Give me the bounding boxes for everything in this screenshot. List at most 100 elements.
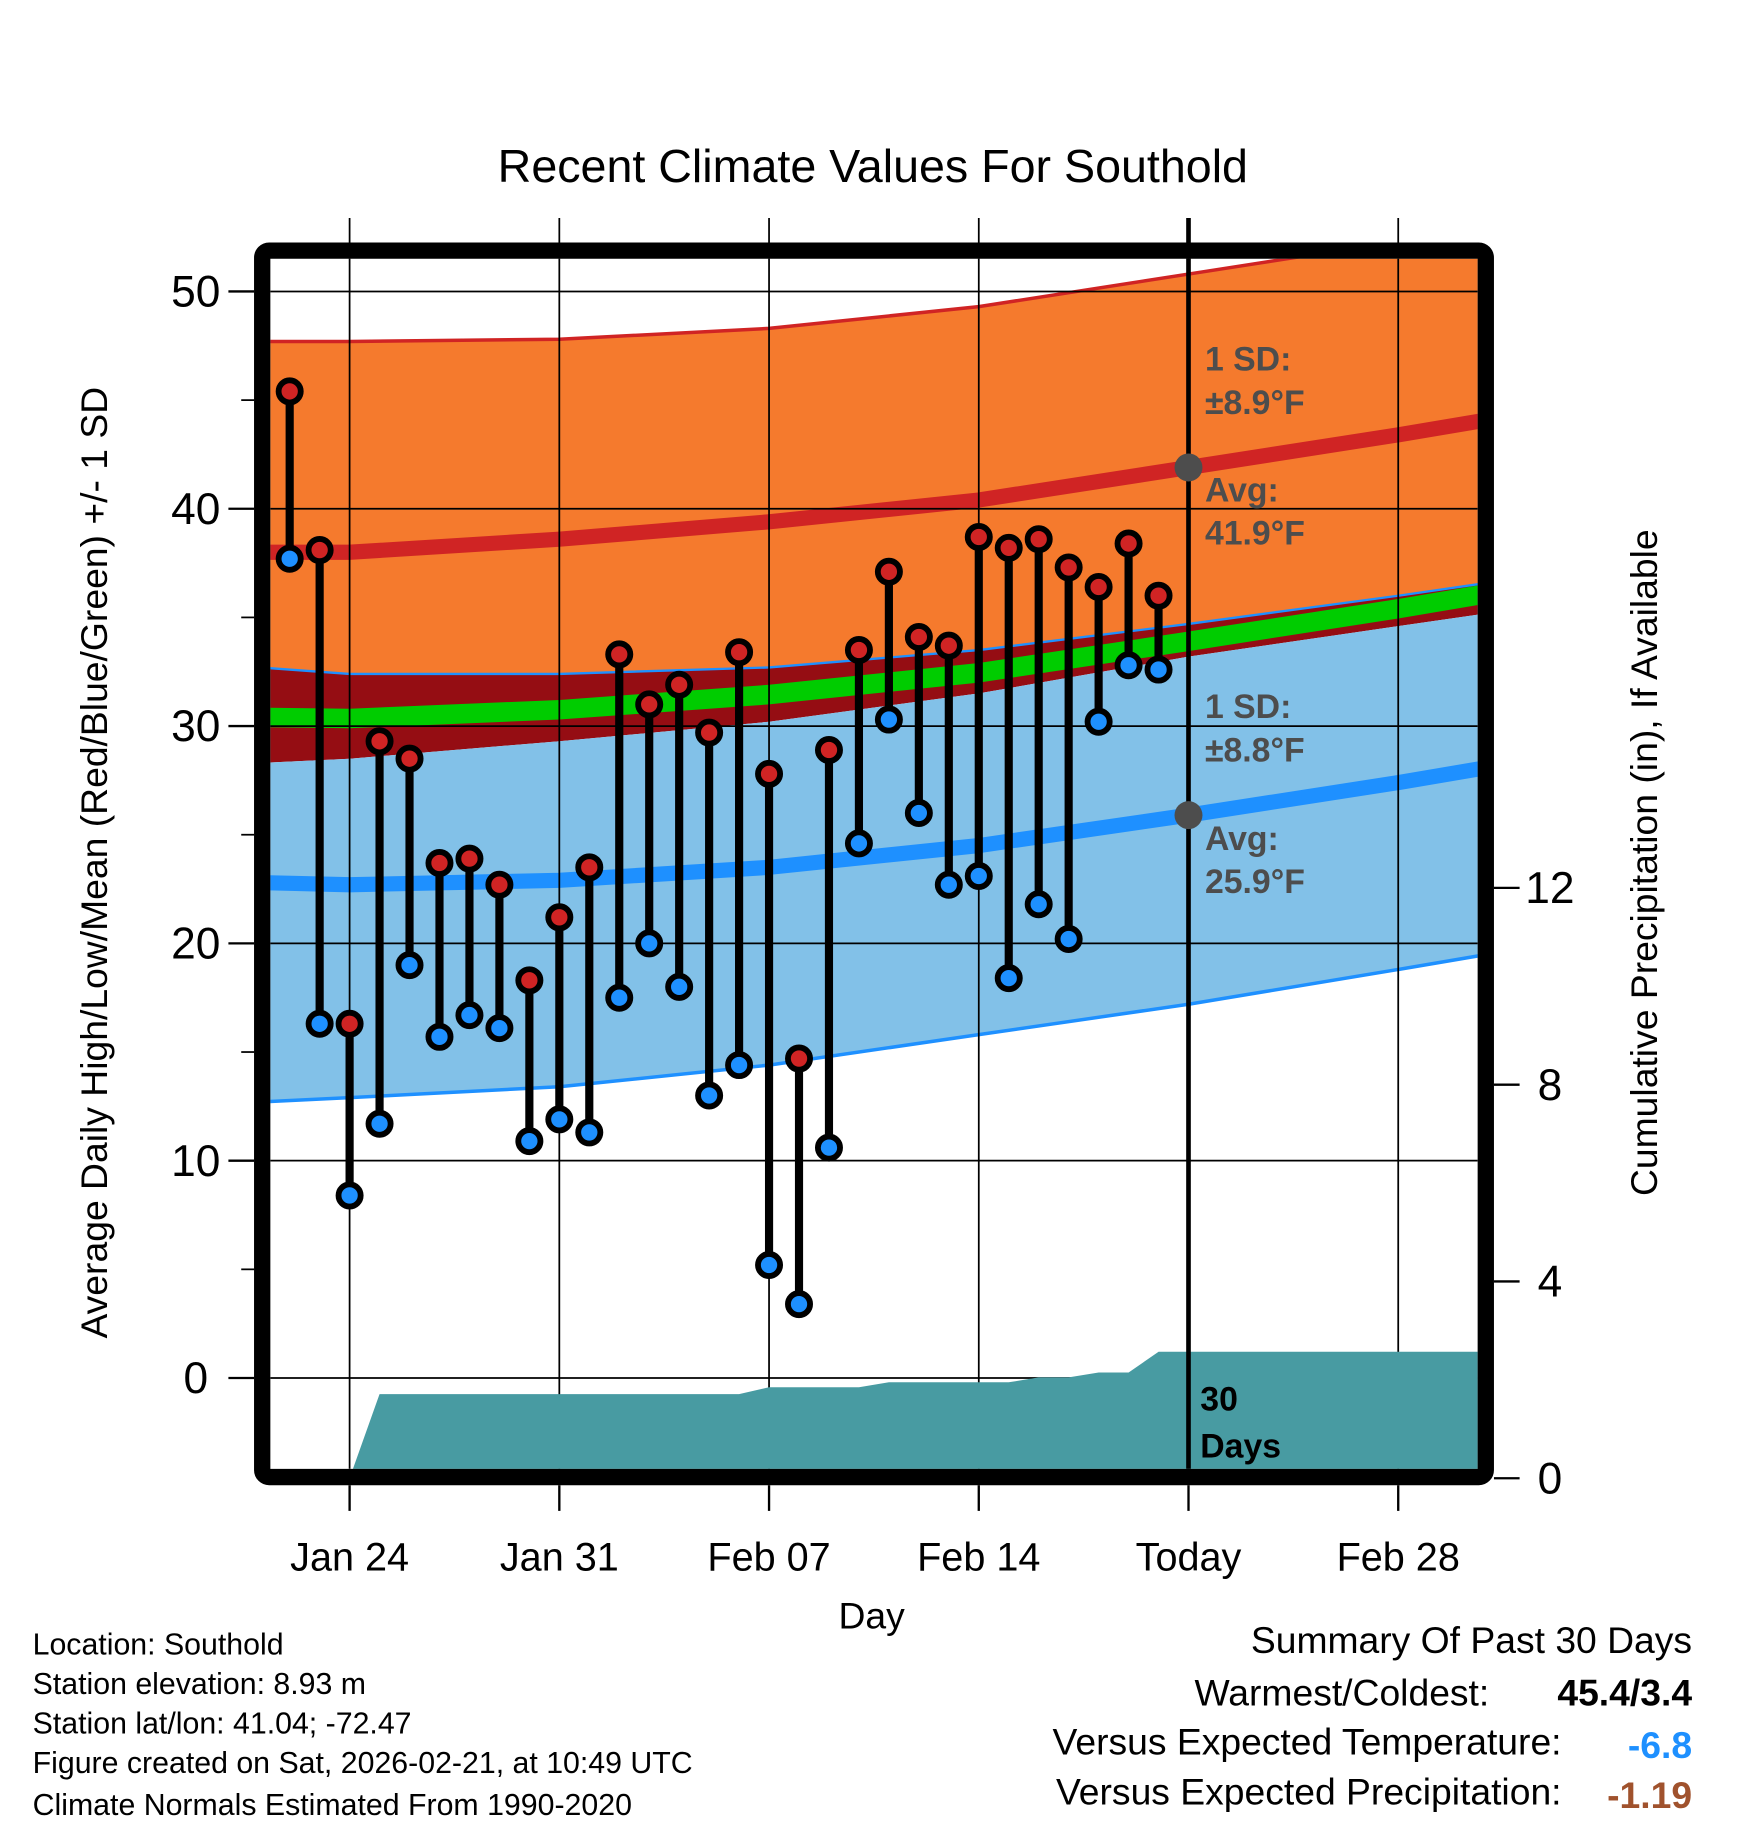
plot-area: [270, 258, 1478, 1469]
day-stem: [665, 670, 694, 1001]
low-dot: [425, 1022, 454, 1051]
low-dot: [275, 544, 304, 573]
y-tick-label: 0: [183, 1354, 208, 1403]
y2-tick-label: 4: [1538, 1258, 1563, 1307]
high-dot: [1114, 529, 1143, 558]
info-latlon: Station lat/lon: 41.04; -72.47: [33, 1708, 412, 1741]
day-stem: [425, 848, 454, 1051]
high-dot: [275, 377, 304, 406]
low-avg-line: [270, 761, 1478, 893]
info-elevation: Station elevation: 8.93 m: [33, 1668, 366, 1701]
low-sd-value: ±8.8°F: [1205, 731, 1305, 769]
low-dot: [515, 1127, 544, 1156]
high-dot: [575, 853, 604, 882]
mean-band: [270, 585, 1478, 729]
x-tick-label: Feb 07: [707, 1535, 830, 1579]
station-info: Location: Southold Station elevation: 8.…: [33, 1628, 693, 1822]
high-dot: [665, 670, 694, 699]
axes: 0 10 20 30 40 50 0 4 8 12 Jan 24 Jan 31 Feb 07 Feb 14…: [171, 268, 1574, 1580]
low-dot: [874, 705, 903, 734]
day-stem: [395, 744, 424, 980]
y-tick-label: 40: [171, 485, 220, 534]
low-dot: [844, 829, 873, 858]
high-sd-band: [270, 258, 1478, 674]
day-stem: [365, 727, 394, 1138]
annotations: 1 SD: ±8.9°F Avg: 41.9°F 1 SD: ±8.8°F Av…: [1200, 341, 1305, 1466]
high-dot: [725, 638, 754, 667]
high-dot: [455, 844, 484, 873]
high-avg-line: [270, 413, 1478, 560]
day-stem: [305, 536, 334, 1038]
summary: Summary Of Past 30 Days Warmest/Coldest:…: [1053, 1619, 1693, 1816]
day-stem: [575, 853, 604, 1147]
daily-stems: [275, 377, 1173, 1319]
day-stem: [964, 523, 993, 891]
low-dot: [725, 1051, 754, 1080]
low-dot: [755, 1251, 784, 1279]
x-axis-label: Day: [839, 1595, 906, 1637]
precip-area: [352, 1351, 1478, 1469]
day-stem: [844, 636, 873, 858]
y-tick-label: 30: [171, 702, 220, 751]
day-stem: [755, 759, 784, 1279]
low-dot: [695, 1081, 724, 1110]
low-dot: [1144, 655, 1173, 684]
low-avg-label: Avg:: [1205, 820, 1279, 858]
low-dot: [964, 862, 993, 891]
low-dot: [305, 1009, 334, 1038]
high-avg-label: Avg:: [1205, 471, 1279, 509]
high-dot: [1084, 573, 1113, 601]
info-normals: Climate Normals Estimated From 1990-2020: [33, 1789, 632, 1822]
day-stem: [1054, 553, 1083, 954]
precip-days-label: Days: [1200, 1427, 1281, 1465]
x-tick-label: Feb 28: [1337, 1535, 1460, 1579]
day-stem: [485, 870, 514, 1043]
low-dot: [605, 983, 634, 1012]
high-dot: [365, 727, 394, 756]
day-stem: [814, 735, 843, 1162]
x-tick-label: Today: [1136, 1535, 1242, 1579]
high-upper-line: [270, 258, 1298, 344]
y-tick-label: 20: [171, 920, 220, 969]
high-dot: [635, 690, 664, 719]
day-stem: [455, 844, 484, 1030]
x-tick-label: Jan 24: [290, 1535, 409, 1579]
low-dot: [545, 1105, 574, 1134]
high-dot: [1144, 581, 1173, 610]
summary-temp-label: Versus Expected Temperature:: [1053, 1721, 1562, 1763]
day-stem: [934, 631, 963, 899]
low-dot: [1084, 707, 1113, 736]
today-low-avg-dot: [1174, 801, 1203, 830]
summary-warm-cold-label: Warmest/Coldest:: [1194, 1672, 1489, 1714]
plot-frame: [254, 242, 1494, 1486]
summary-precip-value: -1.19: [1607, 1774, 1692, 1816]
high-sd-value: ±8.9°F: [1205, 384, 1305, 422]
day-stem: [605, 640, 634, 1012]
high-dot: [874, 557, 903, 586]
normal-bands: [270, 258, 1478, 1104]
day-stem: [725, 638, 754, 1080]
today-high-avg-dot: [1174, 453, 1203, 482]
high-sd-label: 1 SD:: [1205, 341, 1291, 379]
summary-warm-cold-value: 45.4/3.4: [1557, 1672, 1692, 1714]
high-dot: [425, 848, 454, 877]
high-dot: [844, 636, 873, 665]
low-dot: [994, 964, 1023, 993]
summary-temp-value: -6.8: [1628, 1724, 1692, 1766]
high-dot: [395, 744, 424, 773]
day-stem: [695, 718, 724, 1110]
day-stem: [874, 557, 903, 734]
low-dot: [635, 929, 664, 958]
high-dot: [934, 631, 963, 660]
high-dot: [964, 523, 993, 552]
day-stem: [1024, 525, 1053, 919]
x-tick-label: Jan 31: [500, 1535, 619, 1579]
precip-cumulative-area: [352, 1351, 1478, 1469]
grid-outside: [348, 218, 1400, 259]
y-axis-label: Average Daily High/Low/Mean (Red/Blue/Gr…: [73, 387, 115, 1339]
low-dot: [365, 1109, 394, 1138]
y-tick-label: 50: [171, 268, 220, 317]
day-stem: [1114, 529, 1143, 680]
low-dot: [665, 972, 694, 1001]
